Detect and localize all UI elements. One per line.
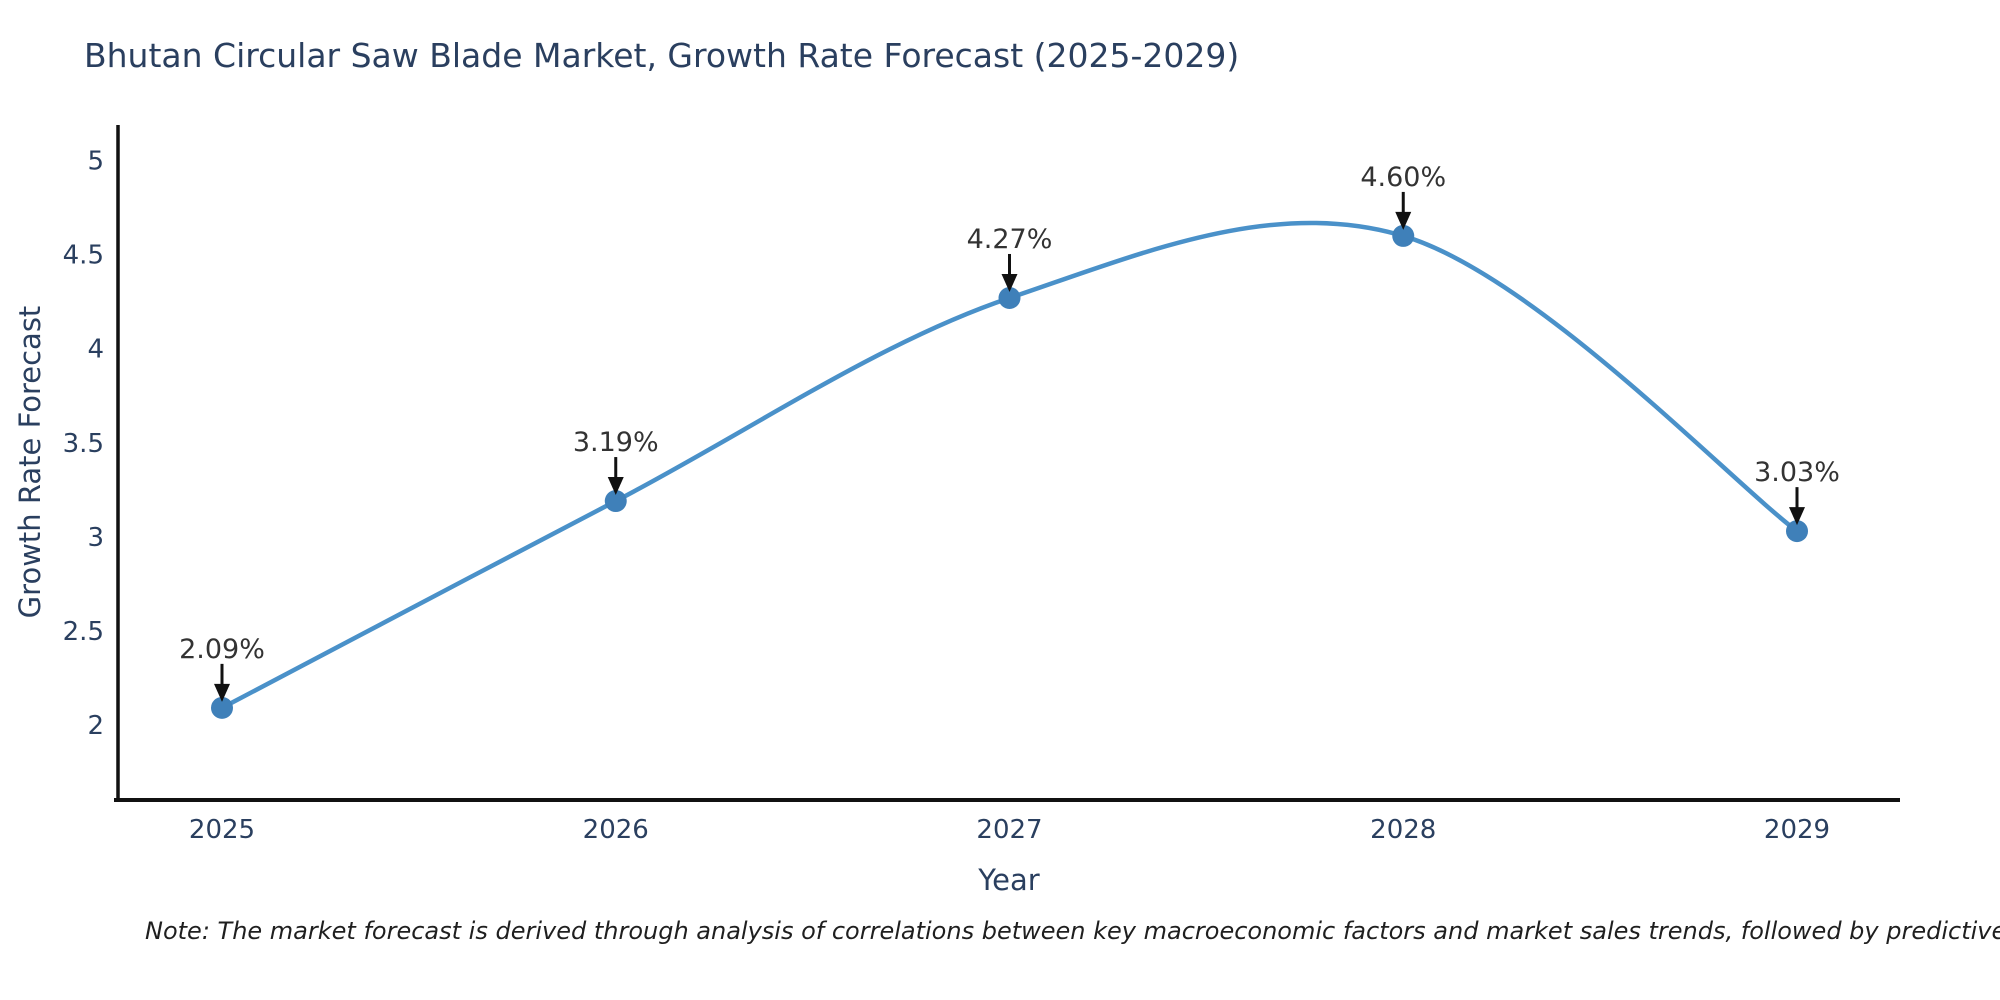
point-annotation: 4.60% (1360, 162, 1446, 193)
x-tick-label: 2025 (189, 815, 255, 845)
data-point-marker (998, 286, 1021, 309)
x-tick-label: 2027 (976, 815, 1042, 845)
point-annotation: 2.09% (179, 634, 265, 665)
x-tick-label: 2028 (1370, 815, 1436, 845)
data-point-marker (211, 696, 233, 719)
y-tick-label: 3 (87, 523, 104, 553)
chart-title: Bhutan Circular Saw Blade Market, Growth… (84, 36, 1240, 75)
y-tick-label: 4 (87, 335, 104, 365)
annotation-arrow-head (214, 683, 230, 702)
y-axis-tick-labels: 2 2.5 3 3.5 4 4.5 5 (63, 147, 104, 741)
point-annotation: 4.27% (967, 224, 1053, 255)
annotation-arrow-head (1001, 273, 1018, 292)
axes (114, 125, 1900, 802)
x-axis-title: Year (978, 863, 1040, 897)
y-tick-label: 2 (87, 711, 104, 741)
x-tick-label: 2029 (1764, 815, 1830, 845)
y-tick-label: 2.5 (63, 617, 104, 647)
point-annotation: 3.19% (573, 427, 659, 458)
data-point-marker (1786, 520, 1808, 543)
y-tick-label: 5 (87, 147, 104, 177)
x-tick-label: 2026 (583, 815, 649, 845)
point-annotation: 3.03% (1754, 457, 1840, 488)
y-tick-label: 4.5 (63, 241, 104, 271)
data-point-marker (604, 490, 627, 513)
footnote: Note: The market forecast is derived thr… (145, 917, 2000, 945)
annotation-arrow-head (1395, 211, 1412, 230)
data-point-markers (211, 224, 1808, 719)
annotation-arrow-head (1789, 507, 1805, 526)
point-annotations: 2.09% 3.19% 4.27% 4.60% 3.03% (179, 162, 1840, 702)
data-point-marker (1392, 224, 1415, 247)
x-axis-tick-labels: 2025 2026 2027 2028 2029 (189, 815, 1830, 845)
y-tick-label: 3.5 (63, 429, 104, 459)
annotation-arrow-head (607, 477, 624, 496)
